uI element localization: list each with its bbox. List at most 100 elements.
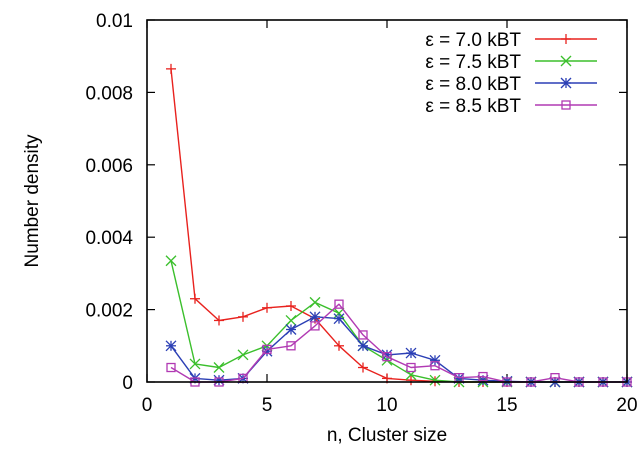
marker-stroke [237,349,249,361]
marker-stroke [560,55,572,67]
marker-square [406,362,416,373]
data-point [285,315,297,326]
plot-frame [146,19,628,383]
data-point [382,352,392,362]
marker-stroke [333,313,345,325]
y-tick-label: 0.008 [85,83,133,104]
marker-stroke [165,255,177,267]
data-point [560,55,572,67]
legend-item: ε = 7.5 kBT [425,52,597,73]
marker-stroke [165,340,177,352]
marker-square [334,299,344,309]
marker-square [561,100,571,110]
marker-stroke [560,77,572,89]
data-point [165,255,177,267]
data-point [429,374,441,386]
data-point [262,302,272,313]
data-point [237,349,249,361]
data-point [561,100,571,110]
series-4 [166,299,632,387]
series-line [170,260,627,383]
marker-square [166,362,176,373]
x-tick-label: 15 [496,395,517,416]
y-tick-label: 0.01 [96,11,133,32]
data-point [261,345,273,357]
marker-stroke [189,358,201,370]
data-point [286,341,296,351]
marker-stroke [261,345,273,357]
data-point [166,63,176,74]
x-tick-label: 0 [142,395,153,416]
marker-square [382,352,392,362]
data-point [285,324,297,335]
data-point [286,300,296,311]
legend-label: ε = 8.5 kBT [425,96,521,117]
data-point [309,311,321,323]
data-point [405,347,417,359]
data-point [406,375,416,386]
marker-stroke [309,311,321,323]
x-tick-label: 5 [262,395,273,416]
axis-ticks: 0 5 10 15 20 0 0.002 0.004 0.006 0.008 0.01 [85,11,637,416]
x-axis-title: n, Cluster size [327,425,447,446]
data-point [406,362,416,373]
data-point [189,358,201,370]
marker-stroke [213,374,225,386]
marker-square [430,361,440,371]
series-1 [166,63,632,387]
series-layer [165,63,633,388]
data-point [310,321,320,331]
marker-stroke [429,374,441,386]
data-point [334,340,344,351]
y-tick-label: 0.006 [85,156,133,177]
data-point [309,296,321,308]
data-point [262,344,272,355]
data-point [213,362,225,373]
marker-stroke [405,347,417,359]
data-point [357,340,369,352]
data-point [358,362,368,373]
marker-stroke [429,354,441,366]
data-point [560,77,572,89]
data-point [333,307,345,319]
series-line [170,303,627,383]
marker-stroke [333,307,345,319]
y-tick-label: 0.004 [85,228,133,249]
data-point [214,315,224,326]
series-line [170,316,627,383]
series-line [170,68,627,383]
marker-stroke [357,340,369,352]
marker-square [286,341,296,351]
data-point [430,361,440,371]
y-axis-title: Number density [22,134,43,268]
x-tick-label: 10 [376,395,397,416]
data-point [166,362,176,373]
y-tick-label: 0 [122,373,133,394]
y-tick-label: 0.002 [85,301,133,322]
marker-stroke [285,324,297,335]
legend-label: ε = 7.5 kBT [425,52,521,73]
marker-stroke [285,315,297,326]
marker-square [358,330,368,340]
marker-stroke [309,296,321,308]
data-point [238,311,248,322]
marker-square [310,321,320,331]
data-point [333,313,345,325]
marker-square [478,371,488,382]
data-point [213,374,225,386]
data-point [190,293,200,304]
series-2 [165,255,633,388]
series-3 [165,311,633,388]
data-point [429,354,441,366]
legend-item: ε = 7.0 kBT [425,30,597,51]
x-tick-label: 20 [616,395,637,416]
marker-stroke [381,349,393,361]
legend-label: ε = 7.0 kBT [425,30,521,51]
data-point [334,299,344,309]
legend-item: ε = 8.0 kBT [425,74,597,95]
data-point [358,330,368,340]
data-point [478,371,488,382]
data-point [561,34,571,44]
